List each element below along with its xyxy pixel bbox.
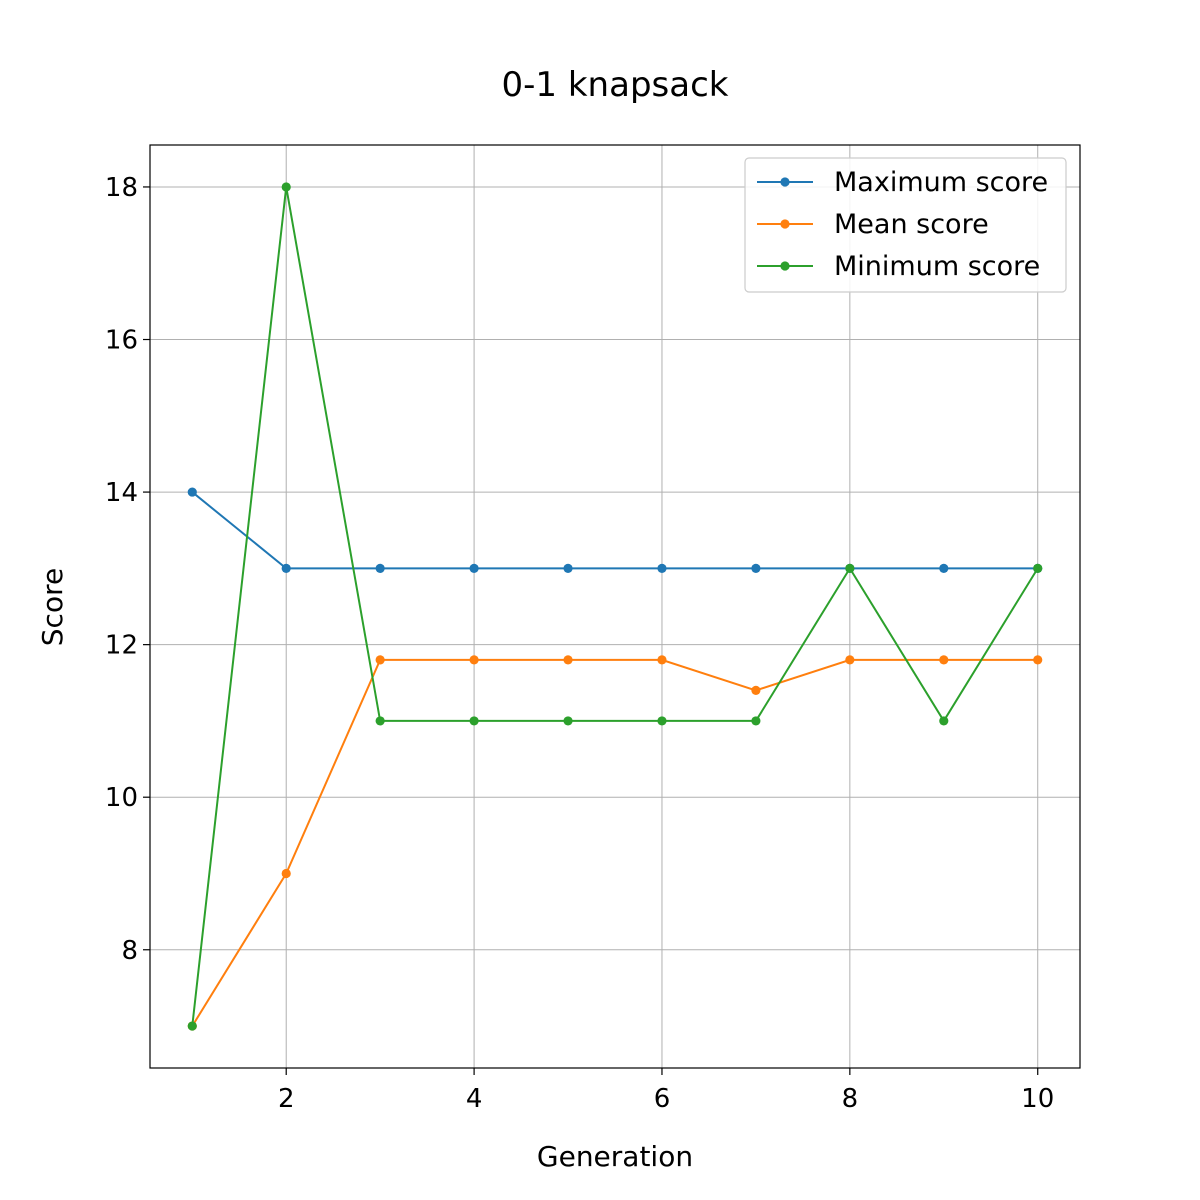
ticks: 2 4 6 8 10 8 10 12 14 16 18 [105,173,1054,1114]
data-point [281,563,291,573]
legend-label: Maximum score [834,167,1048,198]
legend-marker [780,177,790,187]
data-point [563,716,573,726]
data-point [469,655,479,665]
data-point [751,563,761,573]
x-axis-label: Generation [537,1140,693,1173]
x-tick-label: 4 [466,1084,483,1114]
x-tick-label: 2 [278,1084,295,1114]
data-point [563,563,573,573]
legend-item: Maximum score [757,167,1048,198]
legend: Maximum score Mean score Minimum score [744,157,1067,293]
y-tick-label: 12 [105,631,138,661]
data-point [1033,655,1043,665]
data-point [563,655,573,665]
data-point [375,655,385,665]
data-point [939,716,949,726]
data-point [845,655,855,665]
x-tick-label: 6 [654,1084,671,1114]
x-tick-label: 8 [842,1084,859,1114]
data-point [187,487,197,497]
series-line [191,186,1039,1027]
y-tick-label: 10 [105,783,138,813]
y-tick-label: 18 [105,173,138,203]
data-point [1033,563,1043,573]
data-point [375,563,385,573]
data-point [657,563,667,573]
y-tick-label: 16 [105,326,138,356]
series-minimum-score [187,182,1043,1031]
y-tick-label: 8 [121,936,138,966]
data-point [375,716,385,726]
chart-title: 0-1 knapsack [502,65,729,105]
plot-frame [149,144,1081,1069]
data-point [281,868,291,879]
series-line [191,491,1038,570]
legend-label: Minimum score [834,251,1040,282]
data-point [469,716,479,726]
legend-box [744,157,1067,293]
data-point [751,685,761,696]
legend-label: Mean score [834,209,989,240]
legend-marker [780,219,790,229]
legend-item: Mean score [757,209,989,240]
data-point [939,563,949,573]
legend-marker [780,261,790,271]
data-point [281,182,291,192]
legend-item: Minimum score [757,251,1040,282]
y-tick-label: 14 [105,478,138,508]
x-tick-label: 10 [1021,1084,1054,1114]
series-layer [187,182,1043,1031]
data-point [845,563,855,573]
data-point [469,563,479,573]
data-point [187,1021,197,1031]
y-axis-label: Score [36,568,69,646]
data-point [751,716,761,726]
series-line [191,658,1038,1027]
data-point [657,716,667,726]
data-point [939,655,949,665]
data-point [657,655,667,665]
